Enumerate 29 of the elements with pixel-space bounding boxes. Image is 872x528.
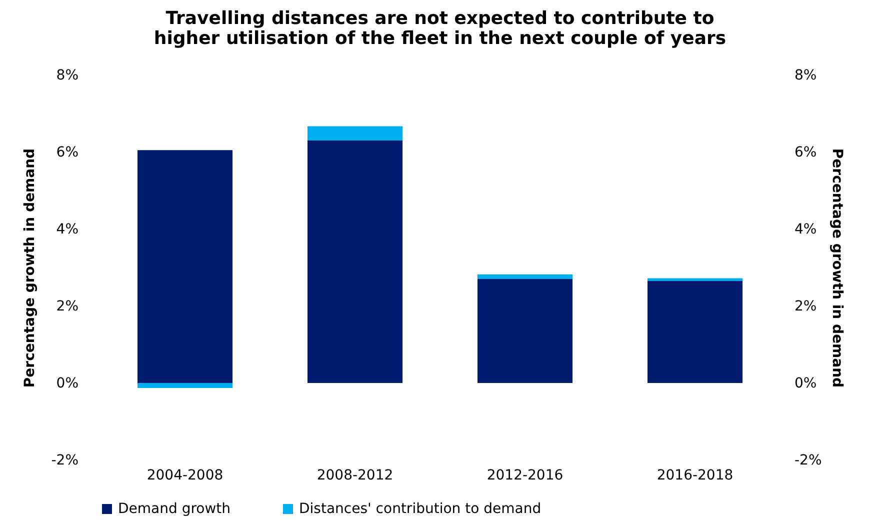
y2-tick-label: 8%	[794, 68, 817, 84]
y2-tick-label: 2%	[794, 298, 817, 314]
bar	[478, 279, 572, 383]
bar	[308, 140, 402, 383]
bar	[478, 274, 572, 280]
y-tick-label: 2%	[56, 298, 78, 314]
x-tick-label: 2016-2018	[656, 468, 734, 484]
legend-label: Distances' contribution to demand	[299, 501, 542, 517]
y-tick-label: 4%	[56, 222, 78, 238]
chart-title: Travelling distances are not expected to contribute to higher utilisation of the fleet in the next couple of years	[154, 8, 726, 49]
y2-tick-label: 0%	[794, 376, 817, 392]
bar	[138, 383, 232, 388]
bar	[138, 150, 232, 383]
y2-tick-label: -2%	[794, 452, 822, 468]
y-tick-label: -2%	[51, 452, 78, 468]
x-tick-label: 2004-2008	[146, 468, 224, 484]
bar	[308, 126, 402, 140]
y2-axis-title: Percentage growth in demand	[828, 148, 845, 388]
y2-tick-label: 6%	[794, 144, 817, 160]
y-tick-label: 8%	[56, 68, 78, 84]
y2-tick-label: 4%	[794, 222, 817, 238]
y-axis-title: Percentage growth in demand	[22, 148, 38, 388]
bar	[648, 280, 742, 383]
bar	[648, 278, 742, 281]
y-tick-label: 0%	[56, 376, 78, 392]
x-tick-label: 2008-2012	[316, 468, 394, 484]
y-tick-label: 6%	[56, 144, 78, 160]
legend-label: Demand growth	[118, 501, 231, 517]
x-tick-label: 2012-2016	[486, 468, 564, 484]
